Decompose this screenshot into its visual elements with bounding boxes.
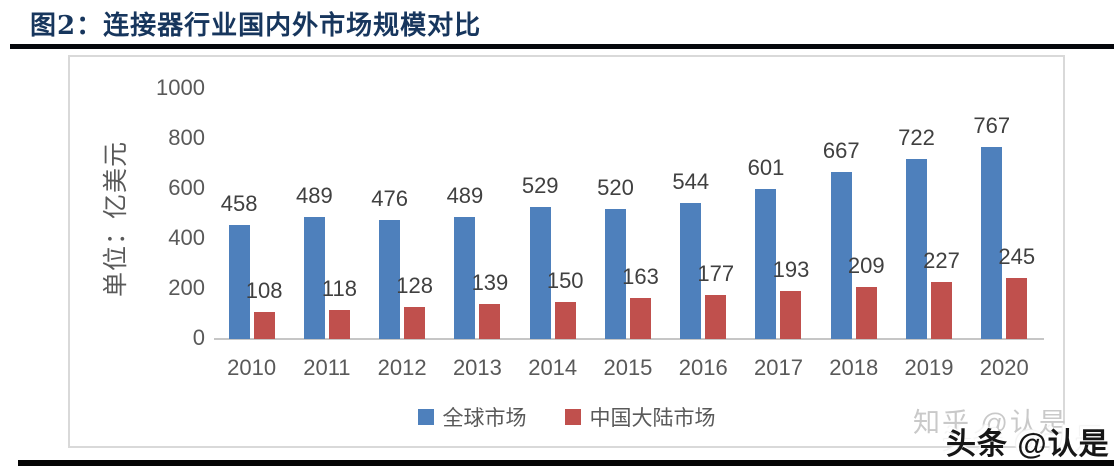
bar-group-2016: 544 177 2016 — [666, 89, 741, 381]
watermark-zhihu: 知乎 @认是 — [913, 408, 1068, 438]
bar-全球市场: 489 — [296, 184, 333, 339]
bar-全球市场: 476 — [371, 188, 408, 339]
bar-group-2012: 476 128 2012 — [365, 89, 440, 381]
bar-value-label: 489 — [446, 182, 484, 208]
bar-value-label: 458 — [220, 190, 258, 216]
y-tick-label: 200 — [168, 275, 205, 300]
chart-container: 单位：亿美元 0 200 400 600 800 1000 458 108 2010 489 11… — [68, 55, 1065, 448]
bar-pair: 544 177 — [672, 171, 734, 339]
bar-pair: 458 108 — [221, 192, 282, 339]
bar-value-label: 245 — [998, 243, 1036, 269]
bar-中国大陆市场: 227 — [923, 250, 960, 339]
bar-value-label: 722 — [898, 124, 935, 150]
y-axis-tick-labels: 0 200 400 600 800 1000 — [70, 57, 205, 446]
bar-value-label: 108 — [245, 278, 283, 303]
bar-group-2013: 489 139 2013 — [440, 89, 515, 380]
title-divider-rule — [10, 44, 1114, 49]
bar-value-label: 209 — [847, 252, 885, 278]
y-tick-label: 600 — [168, 175, 205, 200]
legend-label: 全球市场 — [442, 407, 527, 430]
x-tick-label: 2012 — [377, 355, 427, 380]
bar-中国大陆市场: 128 — [396, 275, 433, 339]
legend-swatch-icon — [417, 409, 434, 425]
bar-value-label: 529 — [521, 172, 559, 198]
bar-value-label: 520 — [597, 175, 634, 200]
x-tick-label: 2014 — [528, 355, 578, 380]
figure-title: 图2：连接器行业国内外市场规模对比 — [30, 11, 482, 41]
legend-item-全球市场: 全球市场 — [417, 402, 527, 432]
bar-group-2015: 520 163 2015 — [590, 89, 665, 381]
bar-group-2014: 529 150 2014 — [515, 89, 590, 380]
bar-pair: 767 245 — [973, 115, 1035, 339]
bar-value-label: 118 — [321, 275, 357, 301]
bar-value-label: 601 — [747, 154, 785, 180]
bar-全球市场: 489 — [447, 184, 483, 339]
x-tick-label: 2017 — [754, 355, 803, 380]
x-tick-label: 2018 — [829, 355, 879, 380]
bar-中国大陆市场: 139 — [472, 272, 508, 339]
legend: 全球市场 中国大陆市场 — [70, 402, 1063, 432]
bar-value-label: 476 — [371, 186, 409, 211]
plot-area: 458 108 2010 489 118 2011 476 128 2012 489 139 2013… — [214, 89, 1042, 381]
bar-group-2019: 722 227 2019 — [891, 89, 966, 380]
x-tick-label: 2010 — [227, 355, 277, 380]
bar-value-label: 489 — [296, 182, 333, 208]
bar-value-label: 767 — [973, 113, 1011, 139]
bar-pair: 529 150 — [522, 174, 584, 339]
bar-value-label: 667 — [822, 138, 860, 164]
x-axis-line — [214, 338, 1044, 340]
bar-全球市场: 722 — [898, 126, 935, 339]
y-tick-label: 800 — [168, 125, 205, 150]
bar-全球市场: 529 — [522, 174, 559, 339]
bottom-divider-rule — [18, 460, 1114, 466]
legend-item-中国大陆市场: 中国大陆市场 — [564, 402, 716, 432]
bar-全球市场: 767 — [973, 115, 1010, 339]
y-tick-label: 400 — [168, 225, 205, 250]
bar-全球市场: 520 — [597, 177, 634, 339]
bar-value-label: 139 — [471, 270, 509, 296]
watermark-toutiao: 头条 @认是 — [946, 428, 1110, 461]
bar-中国大陆市场: 193 — [773, 258, 809, 339]
y-tick-label: 1000 — [156, 75, 205, 100]
bar-group-2017: 601 193 2017 — [741, 89, 816, 380]
bar-全球市场: 458 — [221, 192, 257, 339]
bar-pair: 722 227 — [898, 126, 960, 339]
bar-中国大陆市场: 150 — [547, 269, 584, 339]
bar-value-label: 193 — [772, 256, 810, 282]
bar-pair: 667 209 — [823, 140, 885, 339]
bar-group-2020: 767 245 2020 — [967, 89, 1042, 380]
x-tick-label: 2020 — [979, 355, 1029, 380]
bar-group-2010: 458 108 2010 — [214, 89, 289, 380]
bar-pair: 601 193 — [748, 156, 809, 339]
y-tick-label: 0 — [192, 325, 205, 350]
bar-中国大陆市场: 163 — [622, 266, 659, 339]
bar-中国大陆市场: 209 — [848, 254, 885, 339]
bar-中国大陆市场: 245 — [998, 245, 1035, 339]
bar-value-label: 177 — [697, 260, 735, 286]
bar-pair: 489 118 — [296, 184, 357, 339]
bar-pair: 476 128 — [371, 188, 433, 339]
legend-label: 中国大陆市场 — [589, 407, 716, 430]
x-tick-label: 2015 — [603, 355, 653, 380]
x-tick-label: 2019 — [904, 355, 954, 380]
bar-中国大陆市场: 177 — [697, 262, 734, 339]
x-tick-label: 2011 — [303, 355, 351, 380]
bar-中国大陆市场: 108 — [246, 280, 282, 339]
bar-全球市场: 544 — [672, 171, 709, 339]
bar-value-label: 163 — [622, 264, 659, 290]
legend-swatch-icon — [564, 409, 581, 425]
x-tick-label: 2016 — [678, 355, 728, 380]
bar-value-label: 544 — [672, 169, 710, 194]
bar-全球市场: 601 — [748, 156, 784, 339]
bar-pair: 489 139 — [447, 184, 508, 339]
bar-全球市场: 667 — [823, 140, 860, 339]
bar-value-label: 128 — [396, 273, 434, 298]
bar-group-2018: 667 209 2018 — [816, 89, 891, 380]
bar-value-label: 227 — [923, 248, 960, 274]
bar-group-2011: 489 118 2011 — [289, 89, 364, 380]
bar-中国大陆市场: 118 — [322, 277, 357, 339]
bar-value-label: 150 — [546, 267, 584, 293]
x-tick-label: 2013 — [452, 355, 502, 380]
bar-pair: 520 163 — [597, 177, 659, 339]
